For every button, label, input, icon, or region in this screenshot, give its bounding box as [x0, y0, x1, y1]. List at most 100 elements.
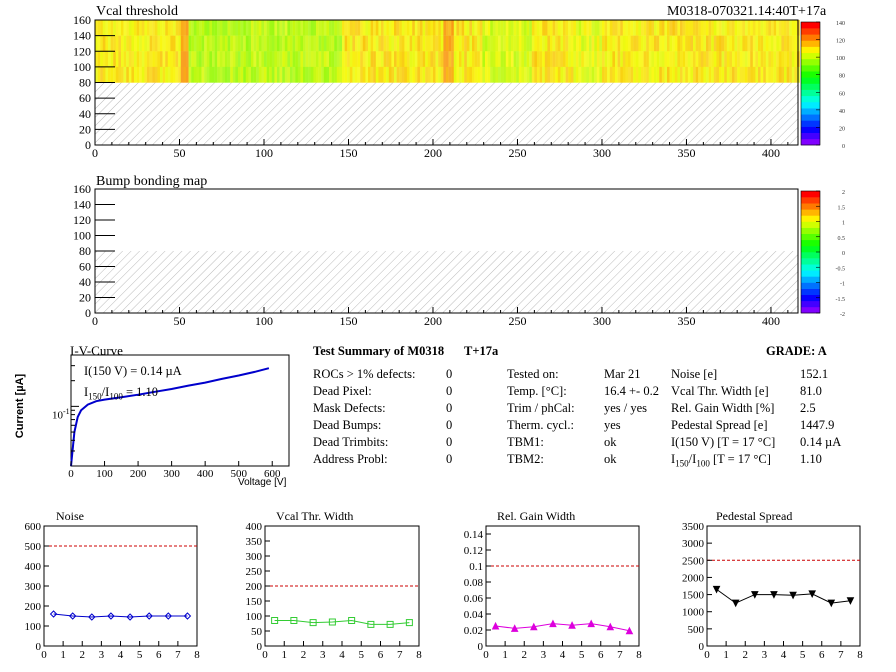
heatmap-cell — [453, 51, 457, 68]
color-scale-label: 80 — [839, 74, 845, 80]
heatmap-cell — [183, 51, 187, 68]
square-marker — [405, 619, 413, 627]
y-tick-label: 100 — [73, 229, 91, 243]
x-tick-label: 250 — [508, 314, 526, 328]
color-scale-label: 2 — [842, 190, 845, 196]
heatmap-cell — [308, 35, 311, 52]
heatmap-cell — [482, 35, 486, 52]
heatmap-cell — [128, 35, 132, 52]
heatmap-column — [245, 20, 249, 83]
color-scale-bin — [801, 71, 820, 78]
heatmap-cell — [604, 51, 608, 68]
heatmap-cell — [518, 51, 522, 68]
heatmap-cell — [700, 51, 704, 68]
heatmap-cell — [206, 20, 210, 36]
heatmap-cell — [279, 20, 283, 36]
heatmap-cell — [375, 66, 379, 83]
heatmap-cell — [550, 20, 553, 36]
heatmap-cell — [542, 20, 545, 36]
iv-ytick-exp: -1 — [63, 407, 70, 416]
heatmap-cell — [765, 35, 769, 52]
heatmap-cell — [97, 66, 101, 83]
heatmap-cell — [157, 51, 161, 68]
result-value: 1.10 — [800, 452, 822, 466]
heatmap-cell — [440, 20, 444, 36]
heatmap-column — [716, 20, 720, 83]
heatmap-cell — [661, 51, 665, 68]
heatmap-column — [791, 20, 795, 83]
heatmap-cell — [323, 20, 327, 36]
heatmap-cell — [95, 35, 98, 52]
heatmap-cell — [206, 66, 210, 83]
heatmap-column — [243, 20, 246, 83]
heatmap-cell — [331, 51, 335, 68]
iv-legend-current: I(150 V) = 0.14 µA — [84, 364, 182, 378]
heatmap-cell — [123, 20, 127, 36]
heatmap-cell — [524, 51, 527, 68]
heatmap-cell — [534, 66, 538, 83]
heatmap-cell — [641, 35, 644, 52]
heatmap-column — [412, 20, 415, 83]
heatmap-cell — [126, 51, 129, 68]
heatmap-cell — [430, 20, 434, 36]
heatmap-cell — [274, 51, 278, 68]
defect-value: 0 — [446, 418, 453, 432]
heatmap-column — [196, 20, 200, 83]
heatmap-cell — [508, 20, 512, 36]
heatmap-cell — [217, 51, 220, 68]
heatmap-cell — [347, 20, 350, 36]
heatmap-cell — [178, 35, 181, 52]
heatmap-cell — [633, 51, 636, 68]
heatmap-cell — [560, 51, 564, 68]
trend-x-tick-label: 3 — [762, 649, 768, 661]
heatmap-cell — [357, 51, 361, 68]
heatmap-cell — [310, 51, 314, 68]
trend-x-tick-label: 6 — [378, 649, 384, 661]
heatmap-column — [591, 20, 595, 83]
heatmap-column — [763, 20, 766, 83]
heatmap-cell — [745, 35, 748, 52]
heatmap-column — [594, 20, 597, 83]
heatmap-cell — [440, 51, 444, 68]
heatmap-cell — [622, 51, 626, 68]
heatmap-cell — [227, 20, 231, 36]
heatmap-column — [110, 20, 114, 83]
heatmap-column — [375, 20, 379, 83]
heatmap-column — [459, 20, 462, 83]
heatmap-cell — [680, 51, 683, 68]
heatmap-column — [362, 20, 366, 83]
heatmap-cell — [329, 66, 332, 83]
heatmap-column — [154, 20, 158, 83]
heatmap-cell — [282, 20, 285, 36]
heatmap-cell — [381, 66, 384, 83]
heatmap-cell — [617, 20, 621, 36]
heatmap-cell — [258, 35, 262, 52]
color-scale-label: -2 — [840, 312, 845, 318]
heatmap-column — [284, 20, 288, 83]
heatmap-cell — [500, 20, 504, 36]
heatmap-cell — [297, 51, 301, 68]
heatmap-cell — [477, 66, 480, 83]
heatmap-cell — [394, 51, 397, 68]
heatmap-column — [251, 20, 254, 83]
heatmap-cell — [323, 35, 327, 52]
heatmap-cell — [664, 35, 668, 52]
test-info-value: ok — [604, 452, 617, 466]
heatmap-cell — [277, 35, 280, 52]
heatmap-cell — [695, 51, 699, 68]
heatmap-cell — [261, 66, 265, 83]
heatmap-column — [235, 20, 239, 83]
heatmap-cell — [583, 35, 587, 52]
color-scale-bin — [801, 245, 820, 253]
heatmap-cell — [643, 66, 647, 83]
heatmap-cell — [271, 66, 275, 83]
heatmap-cell — [529, 66, 532, 83]
heatmap-column — [529, 20, 532, 83]
heatmap-cell — [204, 66, 207, 83]
heatmap-cell — [659, 51, 662, 68]
square-marker — [386, 620, 394, 628]
heatmap-column — [352, 20, 356, 83]
trend-y-tick-label: 400 — [25, 561, 42, 573]
heatmap-column — [641, 20, 644, 83]
trend-x-tick-label: 5 — [137, 649, 143, 661]
